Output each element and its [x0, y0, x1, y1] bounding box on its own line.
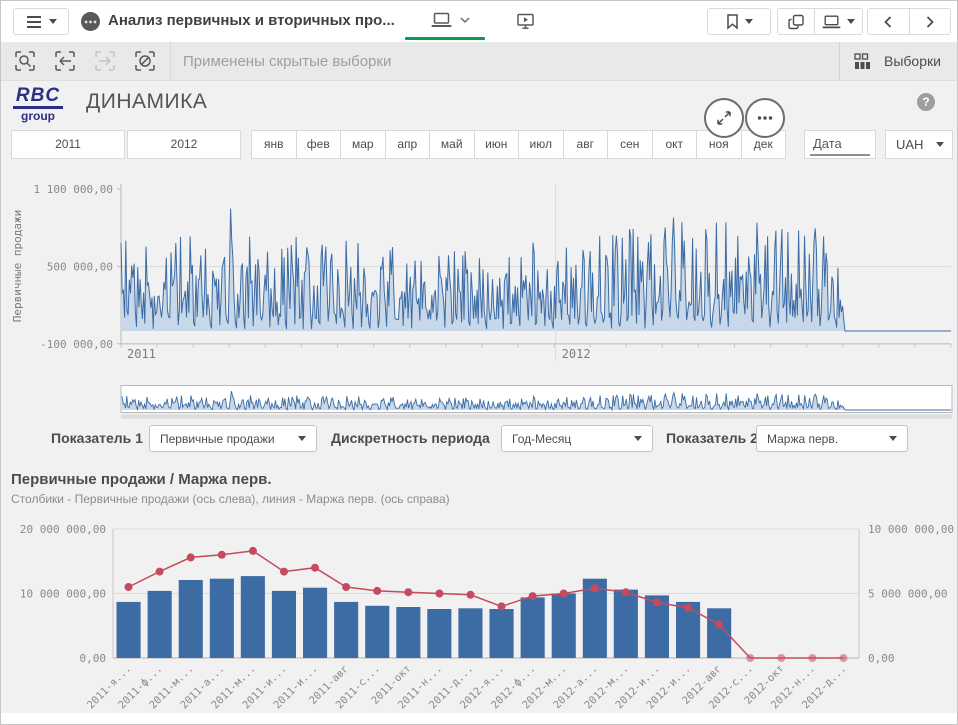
sheet-bottom-strip [1, 713, 958, 725]
app-thumbnail-icon [81, 12, 100, 31]
indicator1-value: Первичные продажи [160, 432, 275, 446]
chevron-right-icon [924, 15, 936, 29]
chevron-down-icon [634, 436, 642, 441]
period-value: Год-Месяц [512, 432, 571, 446]
qlik-sense-window: Анализ первичных и вторичных про... [0, 0, 958, 725]
year-filter-2011[interactable]: 2011 [11, 130, 125, 159]
smart-search-icon[interactable] [13, 49, 37, 73]
more-options-button[interactable] [745, 98, 785, 138]
month-filter-окт[interactable]: окт [653, 131, 698, 158]
global-menu-button[interactable] [13, 8, 69, 35]
chevron-down-icon [847, 19, 855, 24]
month-filter-авг[interactable]: авг [564, 131, 609, 158]
chevron-down-icon [460, 17, 470, 24]
sheet-pager [867, 8, 951, 35]
svg-text:10 000 000,00: 10 000 000,00 [20, 588, 106, 601]
month-filter-фев[interactable]: фев [297, 131, 342, 158]
svg-text:5 000 000,00: 5 000 000,00 [868, 588, 947, 601]
selections-forward-icon[interactable] [93, 49, 117, 73]
period-dropdown[interactable]: Год-Месяц [501, 425, 653, 452]
svg-text:2011: 2011 [127, 347, 156, 361]
help-icon[interactable]: ? [917, 93, 935, 111]
svg-text:2012: 2012 [562, 347, 591, 361]
month-filter-list: янвфевмарапрмайиюниюлавгсеноктноядек [251, 130, 786, 159]
svg-text:Первичные продажи: Первичные продажи [11, 210, 24, 323]
active-tab-underline [405, 37, 485, 40]
svg-text:0,00: 0,00 [80, 652, 107, 665]
presentation-icon [515, 11, 536, 31]
chevron-down-icon [298, 436, 306, 441]
page-title: ДИНАМИКА [86, 90, 207, 114]
duplicate-icon [787, 13, 805, 31]
logo-text-group: group [13, 110, 63, 122]
fullscreen-button[interactable] [704, 98, 744, 138]
month-filter-сен[interactable]: сен [608, 131, 653, 158]
month-filter-янв[interactable]: янв [252, 131, 297, 158]
navigator-range-chart[interactable] [1, 383, 958, 423]
year-filter-2012[interactable]: 2012 [127, 130, 241, 159]
currency-value: UAH [896, 137, 923, 152]
hamburger-icon [25, 14, 43, 30]
indicator2-value: Маржа перв. [767, 432, 838, 446]
month-filter-апр[interactable]: апр [386, 131, 431, 158]
chevron-left-icon [882, 15, 894, 29]
selection-tools [1, 42, 171, 80]
duplicate-sheet-button[interactable] [778, 9, 814, 34]
storytelling-button[interactable] [515, 11, 536, 36]
indicator1-dropdown[interactable]: Первичные продажи [149, 425, 317, 452]
chevron-down-icon [745, 19, 753, 24]
year-filter-list: 20112012 [11, 130, 241, 159]
selections-bar: Применены скрытые выборки Выборки [1, 42, 958, 81]
month-filter-май[interactable]: май [430, 131, 475, 158]
chevron-down-icon [889, 436, 897, 441]
combo-chart-title: Первичные продажи / Маржа перв. [11, 471, 272, 488]
bookmark-icon [725, 13, 739, 30]
rbc-group-logo: RBC group [13, 86, 63, 122]
selections-tool-button[interactable]: Выборки [839, 42, 958, 80]
svg-text:1 100 000,00: 1 100 000,00 [34, 183, 113, 196]
svg-text:20 000 000,00: 20 000 000,00 [20, 523, 106, 536]
sheet-icon [431, 10, 452, 30]
month-filter-июл[interactable]: июл [519, 131, 564, 158]
input-underline [810, 154, 870, 156]
chevron-down-icon [49, 19, 57, 24]
indicator1-label: Показатель 1 [51, 425, 143, 452]
combo-bar-line-chart[interactable]: 20 000 000,00 10 000 000,00 0,00 10 000 000… [1, 516, 958, 713]
month-filter-мар[interactable]: мар [341, 131, 386, 158]
combo-chart-subtitle: Столбики - Первичные продажи (ось слева)… [11, 492, 450, 506]
svg-text:10 000 000,00: 10 000 000,00 [868, 523, 954, 536]
svg-text:0,00: 0,00 [868, 652, 895, 665]
app-title: Анализ первичных и вторичных про... [108, 12, 395, 29]
primary-sales-line-chart[interactable]: 1 100 000,00 500 000,00 -100 000,00 2011 201… [1, 171, 958, 376]
date-search-input[interactable]: Дата [804, 130, 876, 159]
bookmarks-button[interactable] [707, 8, 771, 35]
selections-grid-icon [854, 53, 872, 70]
prev-sheet-button[interactable] [868, 9, 909, 34]
currency-dropdown[interactable]: UAH [885, 130, 953, 159]
selections-status: Применены скрытые выборки [183, 42, 391, 80]
month-filter-июн[interactable]: июн [475, 131, 520, 158]
svg-text:-100 000,00: -100 000,00 [40, 338, 113, 351]
logo-text-rbc: RBC [13, 86, 63, 105]
next-sheet-button[interactable] [910, 9, 951, 34]
sheet-nav-group [777, 8, 863, 35]
selections-back-icon[interactable] [53, 49, 77, 73]
top-toolbar: Анализ первичных и вторичных про... [1, 1, 958, 43]
indicator2-dropdown[interactable]: Маржа перв. [756, 425, 908, 452]
more-icon [757, 115, 773, 121]
clear-selections-icon[interactable] [133, 49, 157, 73]
sheet-icon [822, 13, 841, 31]
date-search-label: Дата [813, 136, 842, 151]
sheet-list-button[interactable] [815, 9, 862, 34]
chevron-down-icon [936, 142, 944, 147]
selections-tool-label: Выборки [884, 53, 941, 69]
svg-text:500 000,00: 500 000,00 [47, 260, 113, 273]
period-label: Дискретность периода [331, 425, 490, 452]
expand-icon [714, 108, 734, 128]
sheets-dropdown[interactable] [431, 10, 470, 30]
indicator2-label: Показатель 2 [666, 425, 758, 452]
